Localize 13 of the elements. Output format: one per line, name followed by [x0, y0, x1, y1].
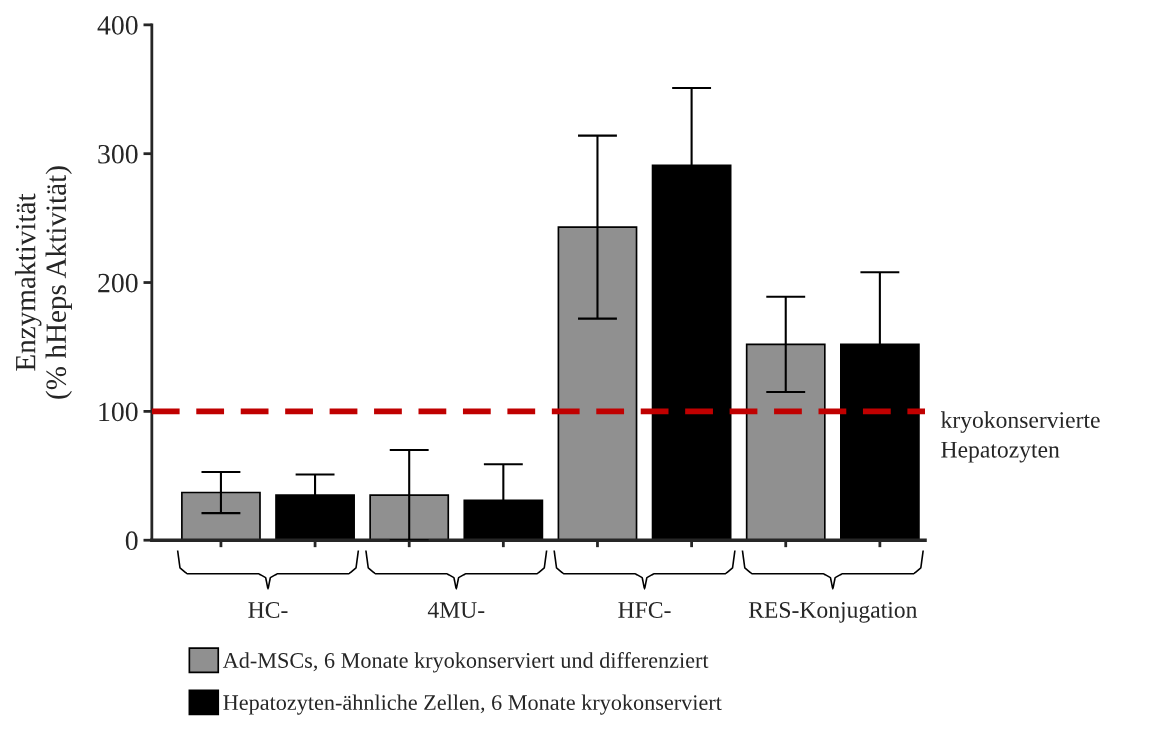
y-axis-title: Enzymaktivität (% hHeps Aktivität) — [14, 166, 72, 399]
legend-label: Hepatozyten-ähnliche Zellen, 6 Monate kryokonserviert — [223, 694, 722, 715]
y-tick-label: 400 — [97, 16, 138, 35]
y-tick-label: 100 — [99, 402, 138, 422]
y-tick-label: 200 — [98, 273, 138, 293]
x-tick-label: RES-Konjugation — [748, 602, 918, 623]
ref-line-label: kryokonservierte Hepatozyten — [940, 411, 1100, 463]
legend-label: Ad-MSCs, 6 Monate kryokonserviert und differenziert — [222, 652, 709, 673]
y-tick-label: 0 — [125, 531, 138, 551]
x-tick-label: 4MU- — [427, 602, 485, 618]
x-tick-label: HFC- — [618, 602, 671, 618]
y-tick-label: 300 — [98, 144, 138, 164]
x-tick-label: HC- — [248, 602, 288, 618]
